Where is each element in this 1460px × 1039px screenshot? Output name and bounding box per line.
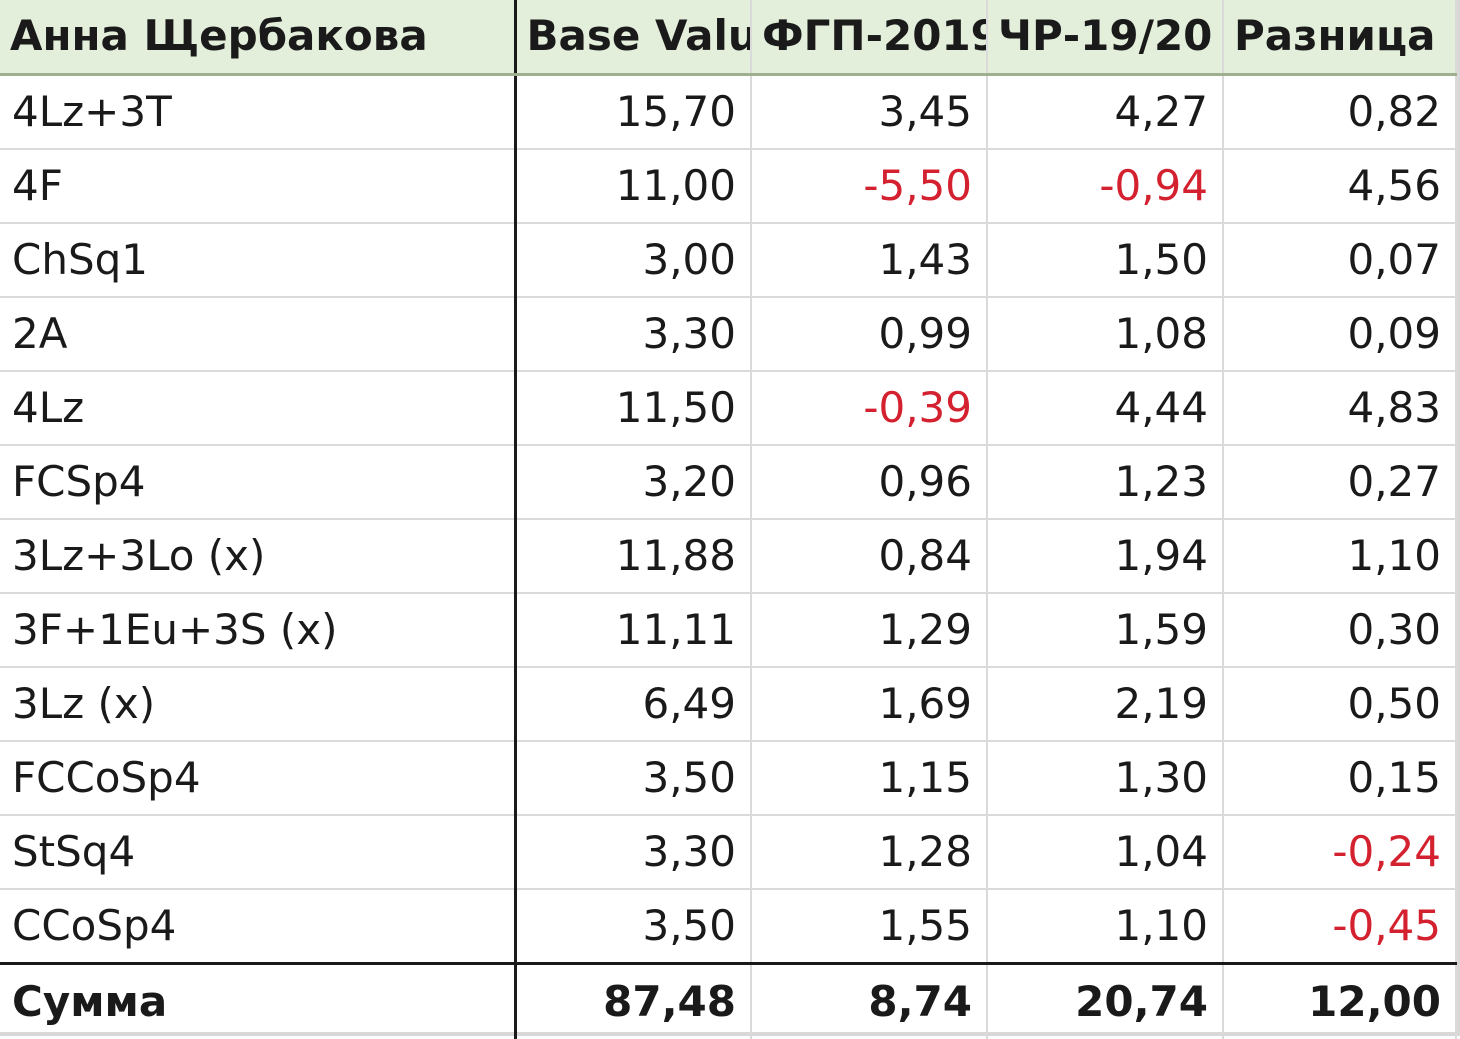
fgp-2019-cell[interactable]: 1,43	[751, 222, 988, 298]
fgp-2019-cell[interactable]: 1,15	[751, 740, 988, 816]
header-cell-chr-19-20[interactable]: ЧР-19/20	[987, 0, 1224, 76]
element-cell[interactable]: 4Lz+3T	[0, 74, 517, 150]
difference-cell[interactable]: 0,82	[1223, 74, 1457, 150]
base-value-cell[interactable]: 3,30	[515, 814, 752, 890]
fgp-2019-cell[interactable]: 3,45	[751, 74, 988, 150]
fgp-2019-cell[interactable]: 1,29	[751, 592, 988, 668]
element-cell[interactable]: 2A	[0, 296, 517, 372]
difference-cell[interactable]: 1,10	[1223, 518, 1457, 594]
table-row: 3Lz (x) 6,49 1,69 2,19 0,50	[0, 666, 1457, 742]
base-value-cell[interactable]: 11,11	[515, 592, 752, 668]
difference-cell[interactable]: 4,56	[1223, 148, 1457, 224]
total-chr-19-20-cell[interactable]: 20,74	[987, 961, 1224, 1039]
table-row: 4Lz+3T 15,70 3,45 4,27 0,82	[0, 74, 1457, 150]
fgp-2019-cell[interactable]: 1,28	[751, 814, 988, 890]
table-row: 4F 11,00 -5,50 -0,94 4,56	[0, 148, 1457, 224]
total-row: Сумма 87,48 8,74 20,74 12,00	[0, 961, 1457, 1039]
fgp-2019-cell[interactable]: -0,39	[751, 370, 988, 446]
chr-19-20-cell[interactable]: -0,94	[987, 148, 1224, 224]
table-row: FCSp4 3,20 0,96 1,23 0,27	[0, 444, 1457, 520]
fgp-2019-cell[interactable]: 0,96	[751, 444, 988, 520]
chr-19-20-cell[interactable]: 1,94	[987, 518, 1224, 594]
difference-cell[interactable]: 0,07	[1223, 222, 1457, 298]
fgp-2019-cell[interactable]: -5,50	[751, 148, 988, 224]
difference-cell[interactable]: 0,09	[1223, 296, 1457, 372]
base-value-cell[interactable]: 3,20	[515, 444, 752, 520]
fgp-2019-cell[interactable]: 1,55	[751, 888, 988, 964]
element-cell[interactable]: 3F+1Eu+3S (x)	[0, 592, 517, 668]
header-cell-difference[interactable]: Разница	[1223, 0, 1457, 76]
table-row: 2A 3,30 0,99 1,08 0,09	[0, 296, 1457, 372]
total-base-value-cell[interactable]: 87,48	[515, 961, 752, 1039]
chr-19-20-cell[interactable]: 1,04	[987, 814, 1224, 890]
base-value-cell[interactable]: 3,30	[515, 296, 752, 372]
element-cell[interactable]: ChSq1	[0, 222, 517, 298]
difference-cell[interactable]: -0,45	[1223, 888, 1457, 964]
chr-19-20-cell[interactable]: 1,08	[987, 296, 1224, 372]
header-cell-skater[interactable]: Анна Щербакова	[0, 0, 517, 76]
element-cell[interactable]: FCCoSp4	[0, 740, 517, 816]
table-body: 4Lz+3T 15,70 3,45 4,27 0,82 4F 11,00 -5,50 -0,94…	[0, 74, 1457, 964]
chr-19-20-cell[interactable]: 1,59	[987, 592, 1224, 668]
chr-19-20-cell[interactable]: 4,27	[987, 74, 1224, 150]
chr-19-20-cell[interactable]: 1,30	[987, 740, 1224, 816]
base-value-cell[interactable]: 15,70	[515, 74, 752, 150]
header-cell-base-value[interactable]: Base Valu	[515, 0, 752, 76]
element-cell[interactable]: StSq4	[0, 814, 517, 890]
total-difference-cell[interactable]: 12,00	[1223, 961, 1457, 1039]
difference-cell[interactable]: 0,50	[1223, 666, 1457, 742]
element-cell[interactable]: 4Lz	[0, 370, 517, 446]
difference-cell[interactable]: -0,24	[1223, 814, 1457, 890]
table-row: 3F+1Eu+3S (x) 11,11 1,29 1,59 0,30	[0, 592, 1457, 668]
table-row: CCoSp4 3,50 1,55 1,10 -0,45	[0, 888, 1457, 964]
chr-19-20-cell[interactable]: 1,50	[987, 222, 1224, 298]
difference-cell[interactable]: 0,15	[1223, 740, 1457, 816]
base-value-cell[interactable]: 11,00	[515, 148, 752, 224]
difference-cell[interactable]: 4,83	[1223, 370, 1457, 446]
base-value-cell[interactable]: 3,50	[515, 740, 752, 816]
table-row: 4Lz 11,50 -0,39 4,44 4,83	[0, 370, 1457, 446]
total-fgp-2019-cell[interactable]: 8,74	[751, 961, 988, 1039]
total-label-cell[interactable]: Сумма	[0, 961, 517, 1039]
fgp-2019-cell[interactable]: 0,84	[751, 518, 988, 594]
element-cell[interactable]: 4F	[0, 148, 517, 224]
header-row: Анна Щербакова Base Valu ФГП-2019 ЧР-19/…	[0, 0, 1457, 76]
table-row: StSq4 3,30 1,28 1,04 -0,24	[0, 814, 1457, 890]
chr-19-20-cell[interactable]: 4,44	[987, 370, 1224, 446]
chr-19-20-cell[interactable]: 1,23	[987, 444, 1224, 520]
chr-19-20-cell[interactable]: 2,19	[987, 666, 1224, 742]
table-row: 3Lz+3Lo (x) 11,88 0,84 1,94 1,10	[0, 518, 1457, 594]
element-cell[interactable]: 3Lz+3Lo (x)	[0, 518, 517, 594]
fgp-2019-cell[interactable]: 1,69	[751, 666, 988, 742]
difference-cell[interactable]: 0,27	[1223, 444, 1457, 520]
base-value-cell[interactable]: 11,50	[515, 370, 752, 446]
table-row: ChSq1 3,00 1,43 1,50 0,07	[0, 222, 1457, 298]
base-value-cell[interactable]: 3,50	[515, 888, 752, 964]
element-cell[interactable]: FCSp4	[0, 444, 517, 520]
element-cell[interactable]: CCoSp4	[0, 888, 517, 964]
fgp-2019-cell[interactable]: 0,99	[751, 296, 988, 372]
base-value-cell[interactable]: 11,88	[515, 518, 752, 594]
header-cell-fgp-2019[interactable]: ФГП-2019	[751, 0, 988, 76]
base-value-cell[interactable]: 6,49	[515, 666, 752, 742]
base-value-cell[interactable]: 3,00	[515, 222, 752, 298]
table-row: FCCoSp4 3,50 1,15 1,30 0,15	[0, 740, 1457, 816]
chr-19-20-cell[interactable]: 1,10	[987, 888, 1224, 964]
element-cell[interactable]: 3Lz (x)	[0, 666, 517, 742]
difference-cell[interactable]: 0,30	[1223, 592, 1457, 668]
